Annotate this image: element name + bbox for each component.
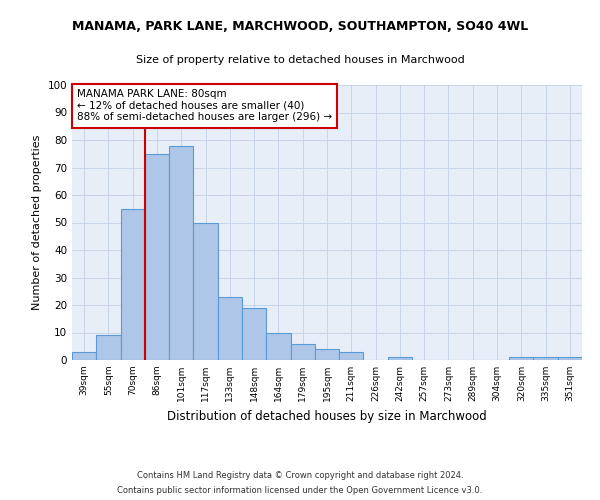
- Bar: [266, 332, 290, 360]
- Bar: [193, 222, 218, 360]
- Text: MANAMA, PARK LANE, MARCHWOOD, SOUTHAMPTON, SO40 4WL: MANAMA, PARK LANE, MARCHWOOD, SOUTHAMPTO…: [72, 20, 528, 33]
- Bar: [339, 352, 364, 360]
- Bar: [388, 357, 412, 360]
- Text: MANAMA PARK LANE: 80sqm
← 12% of detached houses are smaller (40)
88% of semi-de: MANAMA PARK LANE: 80sqm ← 12% of detache…: [77, 89, 332, 122]
- Text: Contains HM Land Registry data © Crown copyright and database right 2024.: Contains HM Land Registry data © Crown c…: [137, 471, 463, 480]
- Bar: [558, 357, 582, 360]
- Bar: [242, 308, 266, 360]
- Bar: [96, 335, 121, 360]
- Text: Contains public sector information licensed under the Open Government Licence v3: Contains public sector information licen…: [118, 486, 482, 495]
- Bar: [218, 296, 242, 360]
- Bar: [145, 154, 169, 360]
- X-axis label: Distribution of detached houses by size in Marchwood: Distribution of detached houses by size …: [167, 410, 487, 422]
- Bar: [72, 352, 96, 360]
- Bar: [315, 349, 339, 360]
- Bar: [533, 357, 558, 360]
- Bar: [169, 146, 193, 360]
- Text: Size of property relative to detached houses in Marchwood: Size of property relative to detached ho…: [136, 55, 464, 65]
- Bar: [121, 209, 145, 360]
- Bar: [290, 344, 315, 360]
- Y-axis label: Number of detached properties: Number of detached properties: [32, 135, 42, 310]
- Bar: [509, 357, 533, 360]
